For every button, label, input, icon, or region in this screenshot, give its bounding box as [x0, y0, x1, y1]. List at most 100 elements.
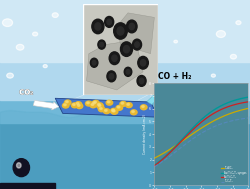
- Ti₃C₂Tₓ: [208, 127, 211, 129]
- Circle shape: [124, 67, 131, 76]
- Bar: [0, 100, 250, 123]
- Circle shape: [98, 107, 104, 112]
- Circle shape: [77, 105, 80, 106]
- Circle shape: [16, 44, 24, 50]
- Bar: [0, 0, 250, 62]
- Au/Ti₃C₂Tₓ: [152, 164, 156, 167]
- Circle shape: [94, 23, 100, 30]
- Circle shape: [121, 102, 123, 104]
- Circle shape: [64, 104, 66, 106]
- Circle shape: [90, 58, 98, 67]
- Circle shape: [143, 21, 147, 24]
- Circle shape: [66, 101, 68, 103]
- Au/Ti₃C₂Tₓ: [231, 104, 234, 106]
- Legend: Ti₃AlC₂, Au/Ti₃C₂Tₓ syngas, Au/Ti₃C₂Tₓ, Ti₃C₂Tₓ: Ti₃AlC₂, Au/Ti₃C₂Tₓ syngas, Au/Ti₃C₂Tₓ, …: [219, 166, 246, 184]
- Ti₃AlC₂: [208, 122, 211, 124]
- Ti₃AlC₂: [231, 111, 234, 113]
- Circle shape: [92, 102, 95, 104]
- Au/Ti₃C₂Tₓ: [237, 102, 240, 105]
- Circle shape: [75, 102, 81, 107]
- Ti₃C₂Tₓ: [208, 127, 211, 130]
- Ti₃AlC₂: [152, 157, 156, 159]
- Circle shape: [109, 52, 119, 65]
- Line: Ti₃AlC₂: Ti₃AlC₂: [154, 108, 248, 158]
- Circle shape: [106, 71, 116, 82]
- Circle shape: [216, 31, 224, 37]
- Circle shape: [134, 42, 139, 47]
- Line: Au/Ti₃C₂Tₓ syngas: Au/Ti₃C₂Tₓ syngas: [154, 97, 248, 165]
- Circle shape: [113, 23, 127, 39]
- Circle shape: [64, 100, 71, 105]
- Circle shape: [94, 101, 96, 103]
- Text: CO + H₂: CO + H₂: [157, 72, 190, 81]
- Au/Ti₃C₂Tₓ syngas: [231, 99, 234, 102]
- Circle shape: [92, 100, 99, 105]
- Circle shape: [137, 56, 148, 69]
- Au/Ti₃C₂Tₓ syngas: [210, 110, 213, 112]
- Circle shape: [117, 106, 119, 108]
- Circle shape: [110, 108, 117, 113]
- Circle shape: [43, 65, 47, 68]
- Polygon shape: [116, 13, 154, 54]
- Circle shape: [97, 104, 100, 105]
- Circle shape: [120, 101, 126, 106]
- FancyArrow shape: [146, 89, 164, 105]
- Circle shape: [136, 75, 145, 86]
- Circle shape: [91, 101, 98, 106]
- Circle shape: [109, 74, 113, 79]
- Circle shape: [86, 102, 89, 104]
- Circle shape: [117, 27, 123, 35]
- Au/Ti₃C₂Tₓ syngas: [208, 111, 211, 113]
- Au/Ti₃C₂Tₓ: [208, 115, 211, 117]
- Circle shape: [96, 103, 102, 108]
- Ti₃AlC₂: [210, 121, 213, 123]
- Circle shape: [131, 111, 134, 112]
- Au/Ti₃C₂Tₓ syngas: [237, 98, 240, 100]
- Ti₃AlC₂: [246, 107, 249, 109]
- Circle shape: [116, 105, 122, 110]
- Circle shape: [72, 104, 75, 105]
- Bar: [0, 183, 55, 189]
- Circle shape: [210, 74, 214, 77]
- Circle shape: [230, 54, 235, 59]
- Circle shape: [123, 46, 129, 53]
- Circle shape: [141, 106, 144, 108]
- Circle shape: [90, 103, 96, 108]
- Circle shape: [111, 110, 114, 112]
- Y-axis label: Current density (mA cm-2): Current density (mA cm-2): [142, 114, 146, 154]
- Au/Ti₃C₂Tₓ: [208, 114, 211, 117]
- Circle shape: [91, 104, 93, 105]
- Circle shape: [173, 40, 177, 43]
- Circle shape: [112, 110, 115, 112]
- Circle shape: [92, 19, 104, 34]
- Circle shape: [125, 103, 132, 108]
- Ti₃C₂Tₓ: [152, 166, 156, 168]
- Circle shape: [103, 109, 110, 114]
- Circle shape: [76, 104, 82, 109]
- Circle shape: [140, 60, 145, 66]
- Ellipse shape: [13, 159, 30, 177]
- Circle shape: [107, 101, 110, 103]
- Au/Ti₃C₂Tₓ syngas: [152, 164, 156, 166]
- Circle shape: [7, 73, 13, 78]
- Ti₃AlC₂: [208, 122, 211, 124]
- Au/Ti₃C₂Tₓ syngas: [152, 164, 155, 167]
- Circle shape: [126, 70, 130, 74]
- Line: Ti₃C₂Tₓ: Ti₃C₂Tₓ: [154, 118, 248, 167]
- Circle shape: [140, 105, 146, 110]
- Circle shape: [106, 19, 111, 25]
- Circle shape: [132, 39, 141, 50]
- Ti₃C₂Tₓ: [210, 126, 213, 129]
- FancyArrow shape: [33, 100, 59, 110]
- Polygon shape: [86, 40, 142, 90]
- Circle shape: [98, 105, 100, 107]
- Circle shape: [98, 40, 105, 49]
- Ti₃AlC₂: [237, 109, 240, 112]
- Polygon shape: [55, 98, 158, 117]
- Ti₃C₂Tₓ: [237, 118, 240, 120]
- Circle shape: [110, 109, 116, 114]
- Au/Ti₃C₂Tₓ: [246, 101, 249, 103]
- Circle shape: [126, 103, 129, 105]
- Circle shape: [129, 23, 134, 30]
- Circle shape: [104, 16, 113, 27]
